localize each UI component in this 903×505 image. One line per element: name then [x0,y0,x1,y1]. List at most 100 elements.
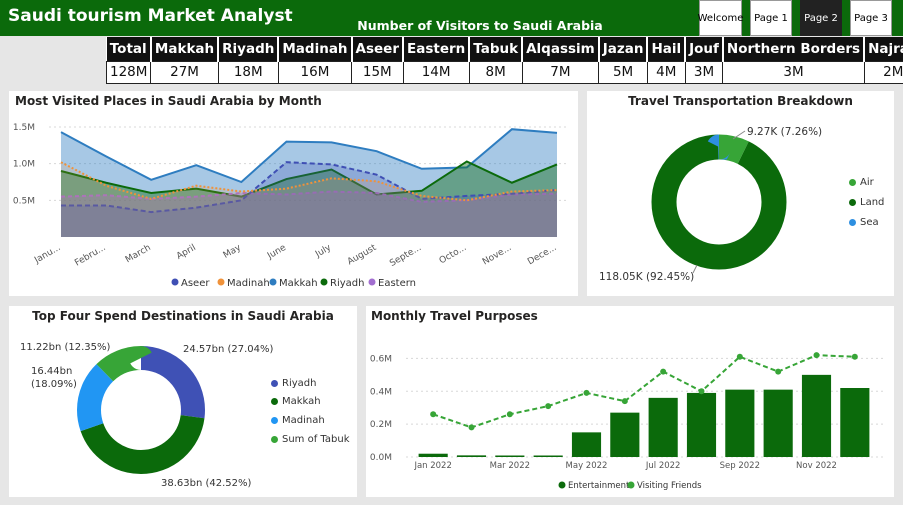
area-aseer [61,162,557,237]
x-tick-label: July [313,243,333,261]
kpi-value-5: 14M [402,60,470,84]
legend-land[interactable]: Land [849,197,884,208]
bar-entertainment [610,412,640,457]
x-tick-label: August [346,243,379,268]
kpi-value-3: 16M [277,60,353,84]
places-chart-title: Most Visited Places in Saudi Arabia by M… [15,94,322,108]
legend-dot-riyadh [320,278,328,286]
kpi-value-2: 18M [217,60,279,84]
legend-tabuk[interactable]: Sum of Tabuk [271,434,349,445]
app-title: Saudi tourism Market Analyst [8,6,293,26]
kpi-header-2: Riyadh [218,37,280,61]
x-tick-label: June [265,243,288,262]
kpi-header-9: Hail [647,37,687,61]
page-button-welcome[interactable]: Welcome [698,0,743,36]
legend-dot-air [849,179,856,186]
bar-entertainment [725,389,755,457]
point-visiting-friends [430,411,437,418]
point-visiting-friends [851,353,858,360]
kpi-value-4: 15M [351,60,404,84]
x-tick-label: May [222,243,244,261]
page-button-page-3[interactable]: Page 3 [850,0,892,36]
kpi-table: Total Makkah Riyadh Madinah Aseer Eastern Tabu… [105,37,903,84]
point-visiting-friends [621,398,628,405]
line-eastern [60,190,558,203]
kpi-value-row: 128M 27M 18M 16M 15M 14M 8M 7M 5M 4M 3M 3M 2M [105,60,903,84]
madinah-data-label-line1: 16.44bn [31,366,72,377]
kpi-header-5: Eastern [403,37,471,61]
x-tick-label: May 2022 [566,461,608,471]
bar-entertainment [648,397,678,457]
transport-slice-2 [651,134,787,270]
land-data-label: 118.05K (92.45%) [599,271,694,283]
bar-entertainment [763,389,793,457]
bar-entertainment [840,388,870,457]
legend-riyadh[interactable]: Riyadh [271,378,316,389]
legend-madinah[interactable]: Madinah [271,415,325,426]
point-visiting-friends [583,389,590,396]
legend-makkah[interactable]: Makkah [271,396,321,407]
x-tick-label: Dece... [526,243,558,267]
purposes-card: Monthly Travel Purposes 0.0M 0.2M 0.4M 0.6M… [366,306,894,497]
kpi-value-11: 3M [722,60,865,84]
y-tick-label: 0.0M [370,453,392,463]
y-tick-label: 0.6M [370,354,392,364]
kpi-header-3: Madinah [278,37,353,61]
page-button-page-1[interactable]: Page 1 [750,0,792,36]
bar-entertainment [495,455,525,457]
kpi-header-4: Aseer [351,37,405,61]
x-tick-label: Jan 2022 [413,461,451,471]
air-data-label: 9.27K (7.26%) [747,126,822,138]
spend-card: Top Four Spend Destinations in Saudi Ara… [9,306,357,497]
legend-label-madinah: Madinah [282,415,325,426]
kpi-value-10: 3M [684,60,724,84]
legend-sea[interactable]: Sea [849,217,879,228]
bar-entertainment [571,432,602,457]
bar-entertainment [456,455,487,457]
point-visiting-friends [545,403,552,410]
kpi-value-8: 5M [598,60,648,84]
legend-air[interactable]: Air [849,177,874,188]
madinah-data-label-line2: (18.09%) [31,379,77,390]
makkah-data-label: 38.63bn (42.52%) [161,478,252,489]
x-tick-label: Octo... [438,243,469,266]
kpi-value-6: 8M [468,60,523,84]
legend-dot-land [849,199,856,206]
legend-label-air: Air [860,177,874,188]
bar-entertainment [418,453,448,457]
line-aseer [61,161,558,214]
transport-chart-title: Travel Transportation Breakdown [628,94,853,108]
spend-slice-1 [77,346,205,474]
purposes-bar-chart: 0.0M 0.2M 0.4M 0.6M Jan 2022 Mar 2022 May 2022… [370,352,886,491]
point-visiting-friends [660,368,667,375]
area-eastern [61,191,557,237]
kpi-header-6: Tabuk [469,37,524,61]
legend-label-aseer: Aseer [181,278,210,289]
y-tick-label: 1.0M [13,160,35,170]
legend-dot-tabuk [271,436,278,443]
line-riyadh [60,160,558,198]
kpi-header-11: Northern Borders [722,37,866,61]
point-visiting-friends [698,388,705,395]
legend-label-makkah: Makkah [279,278,318,289]
x-tick-label: Jul 2022 [645,461,681,471]
bar-entertainment [533,455,563,457]
kpi-value-7: 7M [521,60,600,84]
kpi-title: Number of Visitors to Saudi Arabia [357,18,603,33]
air-label-leader [732,130,746,140]
header-bar: Saudi tourism Market Analyst Number of V… [0,0,903,36]
x-tick-label: Nov 2022 [796,461,837,471]
bar-entertainment [801,374,832,457]
kpi-value-9: 4M [646,60,686,84]
places-area-chart: 0.5M 1.0M 1.5M Janu... Febru... March April May… [13,123,569,289]
legend-dot-entertainment [558,481,566,489]
x-tick-label: April [175,243,198,262]
transport-slice-1 [651,134,787,270]
purposes-chart-title: Monthly Travel Purposes [371,309,538,323]
page-button-page-2[interactable]: Page 2 [800,0,842,36]
point-visiting-friends [506,411,513,418]
y-tick-label: 0.2M [370,420,392,430]
kpi-header-12: Najran [864,37,903,61]
x-tick-label: March [124,243,153,265]
